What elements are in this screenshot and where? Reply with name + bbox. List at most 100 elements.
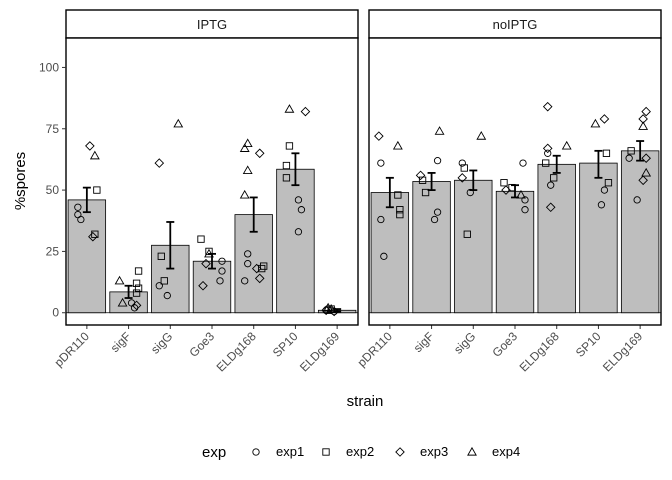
point-exp2-sigG xyxy=(460,164,468,172)
point-exp1-pDR110 xyxy=(377,215,385,224)
point-exp1-Goe3 xyxy=(216,277,224,285)
point-exp1-ELDg168 xyxy=(244,260,252,268)
bar-sigG xyxy=(454,179,493,314)
bar-ELDg169 xyxy=(620,150,660,314)
point-exp4-ELDg168 xyxy=(239,143,250,152)
point-exp3-Goe3 xyxy=(201,258,211,269)
point-exp2-sigF xyxy=(134,267,143,275)
point-exp2-sigF xyxy=(134,284,143,292)
point-exp2-SP10 xyxy=(602,149,611,157)
point-exp2-pDR110 xyxy=(394,191,402,199)
point-exp1-sigG xyxy=(458,159,466,167)
point-exp3-pDR110 xyxy=(85,141,95,151)
point-exp2-sigG xyxy=(463,230,471,238)
y-tick-label: 50 xyxy=(46,183,60,197)
point-exp1-ELDg169 xyxy=(625,154,633,162)
point-exp4-pDR110 xyxy=(89,150,100,160)
point-exp2-ELDg168 xyxy=(258,264,266,273)
point-exp4-ELDg169 xyxy=(326,303,337,313)
point-exp4-ELDg169 xyxy=(638,121,649,130)
point-exp1-Goe3 xyxy=(218,257,226,265)
x-tick-label-sigF: sigF xyxy=(108,329,134,355)
point-exp2-ELDg168 xyxy=(260,262,268,270)
y-tick-label: 100 xyxy=(39,60,59,74)
point-exp3-sigG xyxy=(154,158,165,168)
point-exp4-ELDg168 xyxy=(239,189,250,199)
point-exp2-ELDg168 xyxy=(542,159,550,167)
point-exp1-pDR110 xyxy=(377,159,385,167)
x-tick-label-pDR110: pDR110 xyxy=(52,329,93,370)
point-exp1-Goe3 xyxy=(521,206,529,214)
point-exp3-ELDg169 xyxy=(641,153,651,163)
point-exp2-sigF xyxy=(132,289,141,297)
y-tick-label: 75 xyxy=(46,122,60,136)
x-tick-label-ELDg168: ELDg168 xyxy=(517,329,563,375)
bar-ELDg168 xyxy=(537,163,576,314)
point-exp3-ELDg168 xyxy=(251,263,262,274)
x-tick-label-ELDg168: ELDg168 xyxy=(214,329,260,375)
legend-label-exp4: exp4 xyxy=(492,444,520,459)
legend-label-exp2: exp2 xyxy=(346,444,374,459)
point-exp3-pDR110 xyxy=(374,131,384,141)
point-exp1-ELDg168 xyxy=(544,149,552,157)
point-exp4-pDR110 xyxy=(392,140,403,150)
point-exp4-ELDg169 xyxy=(323,302,334,312)
facet-strip-label: noIPTG xyxy=(493,17,538,32)
y-axis-title: %spores xyxy=(12,152,29,210)
point-exp2-sigG xyxy=(157,252,165,260)
point-exp3-ELDg168 xyxy=(542,101,553,112)
point-exp2-SP10 xyxy=(285,142,294,150)
bar-SP10 xyxy=(579,162,618,314)
point-exp3-ELDg168 xyxy=(545,202,556,213)
point-exp3-SP10 xyxy=(300,106,311,117)
x-tick-label-sigG: sigG xyxy=(451,329,478,356)
point-exp1-pDR110 xyxy=(74,203,82,211)
point-exp1-ELDg168 xyxy=(244,250,252,258)
point-exp4-Goe3 xyxy=(204,248,214,258)
point-exp2-SP10 xyxy=(282,161,291,170)
point-exp1-Goe3 xyxy=(521,196,529,204)
point-exp3-sigG xyxy=(457,173,468,183)
point-exp3-Goe3 xyxy=(198,280,208,291)
point-exp4-ELDg168 xyxy=(242,138,253,148)
point-exp2-sigG xyxy=(160,277,168,285)
point-exp1-sigF xyxy=(430,215,439,224)
legend-key-exp2 xyxy=(322,448,330,456)
point-exp4-sigF xyxy=(114,275,125,285)
bar-pDR110 xyxy=(67,199,107,314)
point-exp3-ELDg168 xyxy=(254,148,265,159)
legend-label-exp3: exp3 xyxy=(420,444,448,459)
bar-sigF xyxy=(412,181,451,314)
point-exp4-ELDg168 xyxy=(242,165,253,175)
point-exp3-ELDg168 xyxy=(542,143,553,154)
x-tick-label-Goe3: Goe3 xyxy=(186,329,217,360)
point-exp3-ELDg169 xyxy=(638,175,648,186)
x-tick-label-pDR110: pDR110 xyxy=(355,329,396,370)
point-exp2-sigF xyxy=(132,279,141,287)
x-axis-title: strain xyxy=(347,393,384,410)
point-exp3-SP10 xyxy=(599,114,610,124)
point-exp2-SP10 xyxy=(604,179,613,187)
point-exp2-pDR110 xyxy=(396,210,404,219)
point-exp1-ELDg168 xyxy=(547,181,555,189)
point-exp2-pDR110 xyxy=(396,206,404,214)
point-exp4-sigF xyxy=(434,126,445,135)
legend-key-exp1 xyxy=(252,448,260,456)
point-exp4-SP10 xyxy=(590,118,601,128)
legend-key-exp4 xyxy=(467,446,477,456)
point-exp4-sigF xyxy=(117,297,128,307)
point-exp3-ELDg169 xyxy=(638,114,648,124)
x-tick-label-ELDg169: ELDg169 xyxy=(600,329,646,375)
point-exp3-sigF xyxy=(131,300,142,311)
point-exp3-Goe3 xyxy=(501,185,511,195)
point-exp2-pDR110 xyxy=(93,186,101,194)
point-exp4-sigG xyxy=(173,118,184,128)
bar-SP10 xyxy=(276,168,315,314)
point-exp2-SP10 xyxy=(282,174,291,182)
x-tick-label-SP10: SP10 xyxy=(270,329,301,360)
point-exp1-Goe3 xyxy=(519,159,527,167)
point-exp1-ELDg169 xyxy=(633,196,641,204)
bar-pDR110 xyxy=(370,192,410,314)
